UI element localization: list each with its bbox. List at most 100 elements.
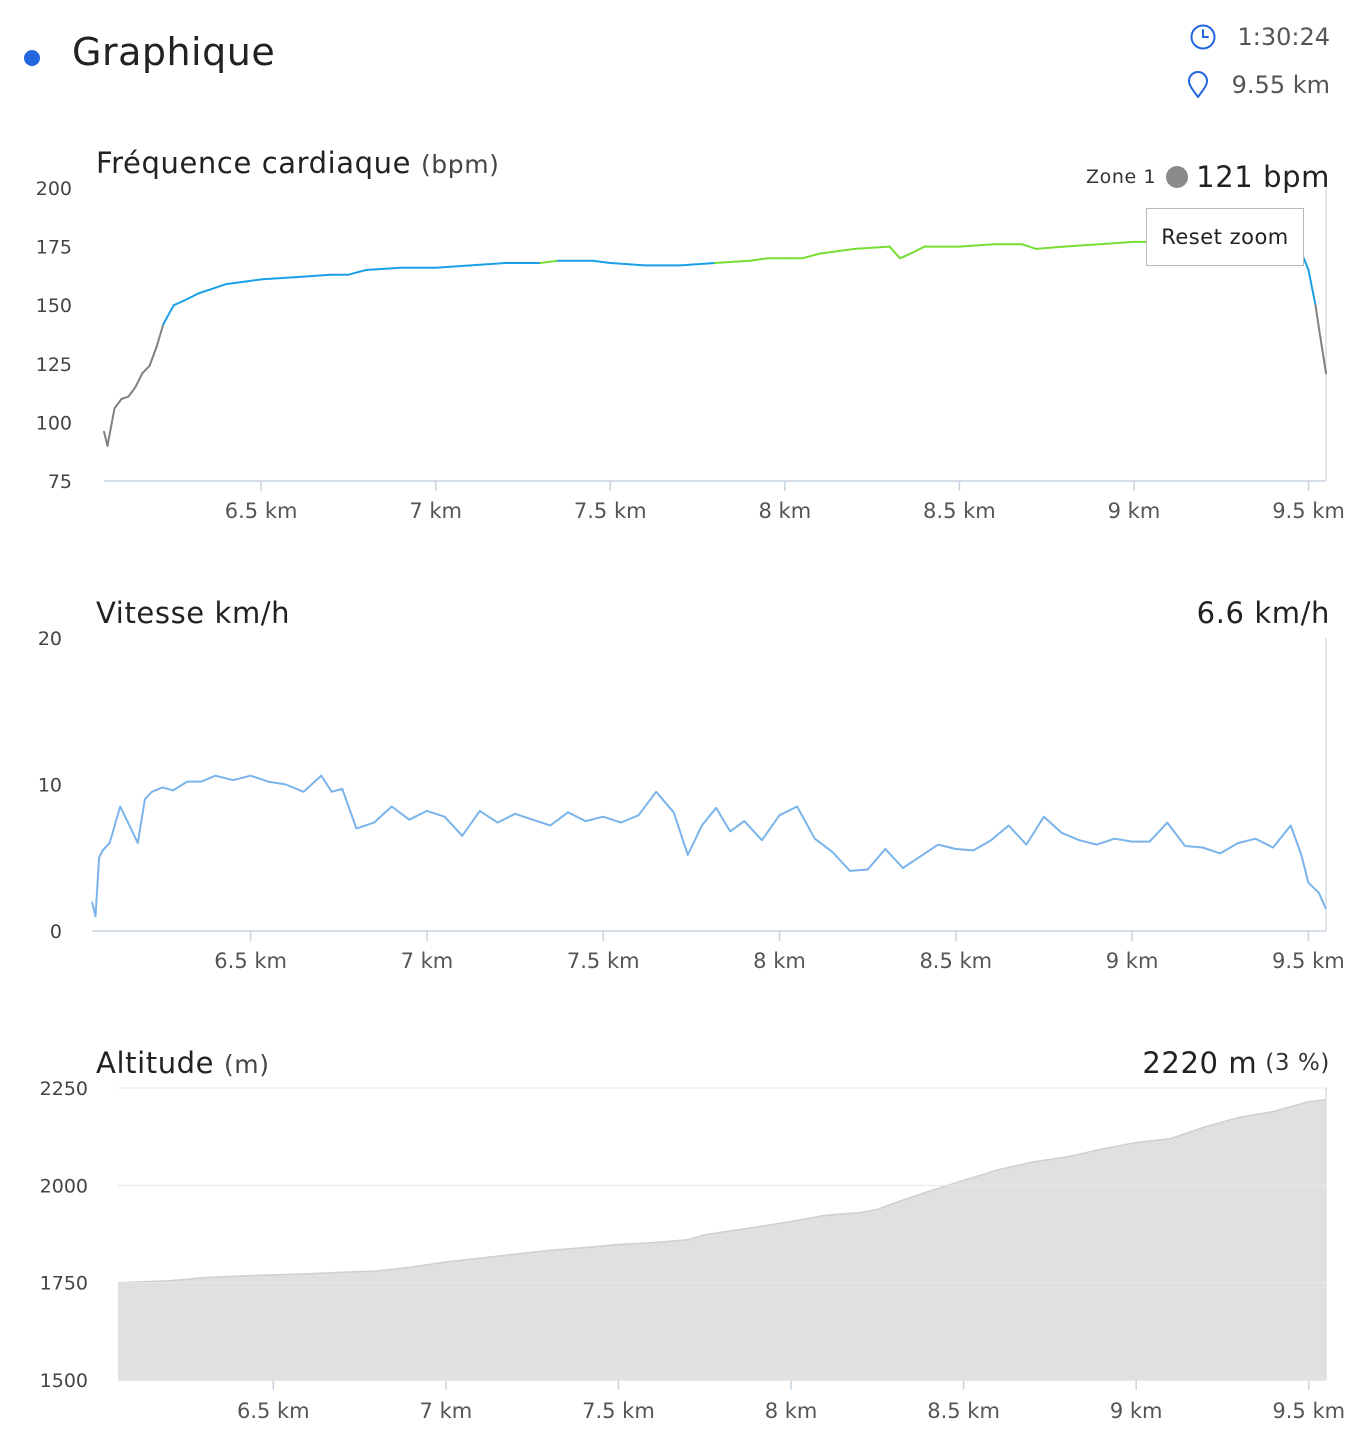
altitude-x-tick-label: 8.5 km	[927, 1399, 1000, 1423]
altitude-x-tick-label: 9 km	[1110, 1399, 1163, 1423]
speed-y-tick-label: 0	[50, 921, 62, 943]
altitude-x-tick-label: 9.5 km	[1272, 1399, 1345, 1423]
heart_rate-segment	[197, 287, 214, 295]
heart_rate-segment	[1035, 245, 1066, 250]
heart_rate-segment	[211, 283, 228, 290]
heart_rate-segment	[364, 266, 402, 271]
speed-x-tick-label: 6.5 km	[214, 949, 287, 973]
heart_rate-x-tick-label: 7 km	[409, 499, 462, 523]
location-pin-icon	[1187, 71, 1208, 98]
heart_rate-segment	[748, 257, 769, 262]
altitude-unit: (m)	[223, 1050, 270, 1079]
speed-x-tick-label: 8.5 km	[919, 949, 992, 973]
heart-rate-readout: Zone 1 121 bpm	[1086, 160, 1330, 194]
heart_rate-y-tick-label: 150	[36, 295, 72, 317]
zone-indicator-dot	[1166, 166, 1189, 188]
altitude-grade: (3 %)	[1265, 1050, 1330, 1076]
heart-rate-title-text: Fréquence cardiaque	[96, 146, 412, 180]
heart_rate-segment	[1063, 243, 1101, 248]
heart_rate-segment	[1314, 304, 1320, 330]
altitude-value: 2220 m	[1142, 1046, 1258, 1080]
heart_rate-segment	[1021, 243, 1038, 250]
heart-rate-value: 121 bpm	[1196, 160, 1330, 194]
speed-x-tick-label: 7 km	[401, 949, 454, 973]
heart_rate-segment	[679, 262, 716, 267]
speed-title: Vitesse km/h	[96, 596, 290, 630]
altitude-line	[117, 1098, 1327, 1284]
heart_rate-x-tick-label: 8 km	[759, 499, 812, 523]
heart_rate-x-tick-label: 8.5 km	[923, 499, 996, 523]
altitude-x-tick-label: 8 km	[765, 1399, 818, 1423]
altitude-y-tick-label: 2250	[40, 1078, 88, 1100]
speed-chart: 20 10 0 6.5 km 7 km 7.5 km 8 km 8.5 km 9 km 9.5 k…	[38, 628, 1345, 973]
duration-stat: 1:30:24	[1189, 22, 1330, 52]
altitude-y-tick-label: 2000	[40, 1175, 88, 1197]
heart_rate-segment	[260, 276, 297, 281]
heart_rate-x-tick-label: 9 km	[1108, 499, 1161, 523]
duration-value: 1:30:24	[1237, 23, 1330, 51]
heart_rate-y-tick-label: 125	[36, 354, 72, 376]
heart_rate-segment	[1098, 240, 1135, 246]
speed-value: 6.6 km/h	[1196, 596, 1330, 630]
altitude-y-tick-label: 1500	[40, 1370, 88, 1392]
heart_rate-segment	[899, 252, 912, 260]
heart_rate-segment	[110, 407, 116, 429]
heart_rate-segment	[162, 304, 175, 325]
heart_rate-segment	[801, 252, 821, 260]
heart_rate-segment	[155, 323, 165, 349]
heart_rate-segment	[134, 372, 144, 389]
speed-line	[91, 774, 1327, 918]
heart-rate-unit: (bpm)	[420, 150, 500, 179]
heart_rate-segment	[469, 262, 507, 267]
speed-x-tick-label: 8 km	[753, 949, 806, 973]
heart_rate-segment	[853, 245, 891, 250]
altitude-x-tick-label: 7 km	[420, 1399, 473, 1423]
altitude-title-text: Altitude	[96, 1046, 215, 1080]
altitude-title: Altitude (m)	[96, 1046, 270, 1080]
heart_rate-segment	[958, 243, 996, 248]
heart_rate-segment	[183, 292, 200, 302]
heart_rate-segment	[714, 259, 751, 264]
heart_rate-segment	[347, 269, 367, 276]
heart_rate-segment	[120, 395, 130, 400]
speed-x-tick-label: 7.5 km	[567, 949, 640, 973]
altitude-chart: 2250 2000 1750 1500 6.5 km 7 km 7.5 km 8 km 8.5 …	[40, 1078, 1345, 1423]
heart_rate-segment	[539, 259, 559, 264]
altitude-x-tick-label: 6.5 km	[237, 1399, 310, 1423]
heart-rate-title: Fréquence cardiaque (bpm)	[96, 146, 500, 180]
heart_rate-segment	[242, 278, 263, 283]
clock-icon	[1190, 24, 1216, 50]
altitude-area	[118, 1099, 1326, 1380]
reset-zoom-button[interactable]: Reset zoom	[1146, 208, 1304, 266]
altitude-readout: 2220 m (3 %)	[1142, 1046, 1330, 1080]
distance-value: 9.55 km	[1231, 71, 1330, 99]
heart_rate-segment	[148, 346, 158, 368]
heart_rate-segment	[1307, 269, 1317, 307]
altitude-x-tick-label: 7.5 km	[582, 1399, 655, 1423]
heart_rate-segment	[909, 245, 926, 255]
heart_rate-x-tick-label: 9.5 km	[1272, 499, 1345, 523]
speed-title-text: Vitesse km/h	[96, 596, 291, 630]
heart_rate-segment	[106, 426, 112, 447]
speed-readout: 6.6 km/h	[1197, 596, 1330, 630]
heart_rate-y-tick-label: 175	[36, 237, 72, 259]
speed-y-tick-label: 10	[38, 775, 62, 797]
zone-label: Zone 1	[1086, 166, 1157, 188]
speed-y-tick-label: 20	[38, 628, 62, 650]
heart_rate-y-tick-label: 200	[36, 178, 72, 200]
heart_rate-segment	[225, 280, 245, 286]
heart_rate-x-tick-label: 7.5 km	[574, 499, 647, 523]
distance-stat: 9.55 km	[1184, 70, 1330, 100]
heart_rate-segment	[1318, 327, 1327, 375]
heart_rate-segment	[127, 386, 137, 398]
heart_rate-segment	[434, 264, 472, 269]
heart_rate-segment	[609, 262, 647, 267]
header-dot	[24, 50, 40, 66]
speed-x-tick-label: 9 km	[1106, 949, 1159, 973]
page-title: Graphique	[72, 30, 276, 74]
heart_rate-segment	[591, 259, 612, 264]
heart_rate-segment	[103, 430, 109, 447]
heart_rate-y-tick-label: 75	[48, 471, 72, 493]
heart_rate-segment	[295, 273, 332, 279]
heart_rate-segment	[141, 365, 151, 375]
